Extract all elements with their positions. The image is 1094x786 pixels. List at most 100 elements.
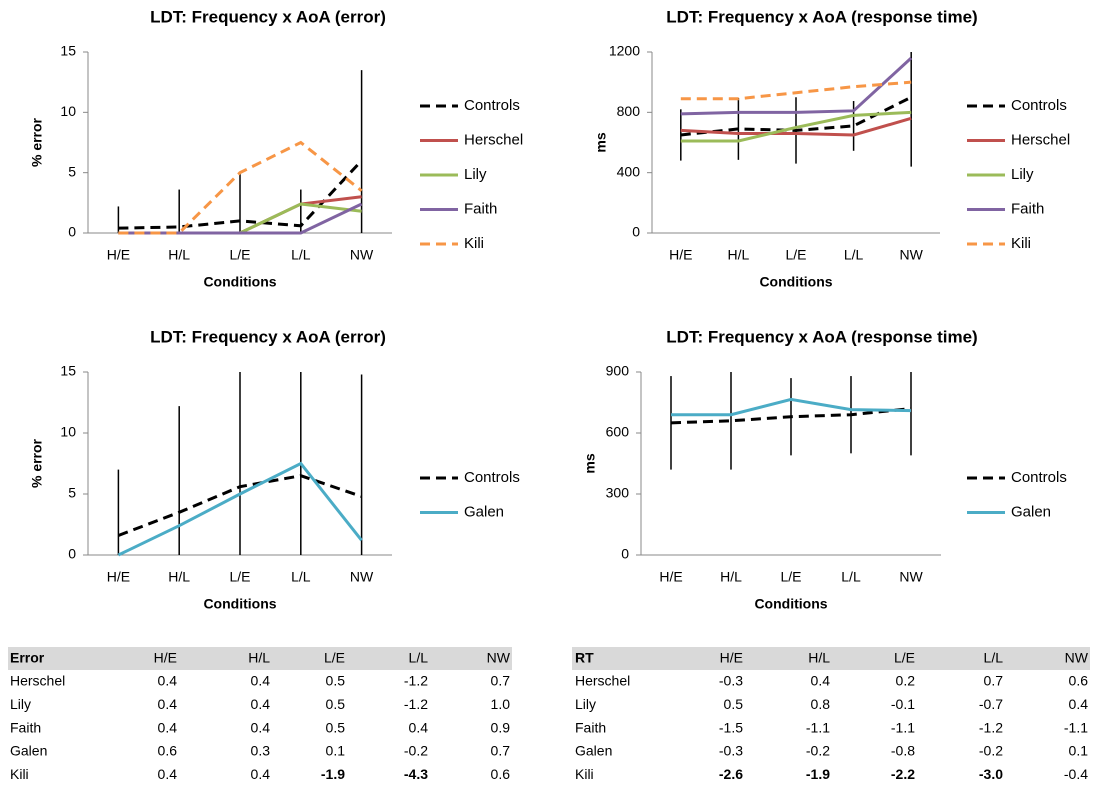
y-tick-label: 10 (60, 424, 76, 440)
table-cell: Faith (575, 719, 606, 735)
legend-label: Controls (1011, 97, 1067, 114)
y-tick-label: 15 (60, 363, 76, 379)
table-cell: Lily (10, 696, 31, 712)
x-axis-label: Conditions (203, 596, 276, 612)
table-header-bg (8, 647, 512, 670)
series-line (117, 461, 363, 557)
table-cell: 1.0 (491, 696, 511, 712)
x-tick-label: L/E (229, 247, 250, 263)
table-cell: 0.7 (491, 673, 511, 689)
table-cell: -0.3 (719, 673, 743, 689)
table-cell: -1.9 (321, 766, 345, 782)
x-tick-label: H/E (107, 569, 130, 585)
chart: LDT: Frequency x AoA (response time) Cond… (593, 7, 1070, 289)
legend-label: Controls (464, 97, 520, 114)
table-cell: Kili (575, 766, 594, 782)
table-cell: H/L (808, 650, 830, 666)
y-tick-label: 5 (68, 163, 76, 179)
table-cell: Herschel (10, 673, 65, 689)
table-cell: 0.4 (251, 719, 271, 735)
table-cell: -0.7 (979, 696, 1003, 712)
table-cell: RT (575, 650, 594, 666)
x-tick-label: L/L (291, 247, 311, 263)
series-line (118, 140, 363, 235)
legend-label: Herschel (464, 131, 523, 148)
y-tick-label: 900 (606, 363, 630, 379)
table-cell: -0.8 (891, 743, 915, 759)
table-cell: L/E (324, 650, 345, 666)
table-cell: -1.2 (979, 719, 1003, 735)
y-tick-label: 5 (68, 485, 76, 501)
legend-label: Faith (464, 200, 497, 217)
series-line (680, 116, 912, 137)
table-cell: Faith (10, 719, 41, 735)
table-cell: NW (1065, 650, 1089, 666)
legend-label: Faith (1011, 200, 1044, 217)
series-line (680, 80, 912, 101)
table-cell: 0.6 (1069, 673, 1089, 689)
table-cell: -3.0 (979, 766, 1003, 782)
table-cell: L/L (409, 650, 429, 666)
table-cell: -1.5 (719, 719, 743, 735)
y-tick-label: 600 (606, 424, 630, 440)
table-cell: Herschel (575, 673, 630, 689)
x-axis-label: Conditions (203, 274, 276, 290)
table-cell: -0.1 (891, 696, 915, 712)
table-cell: L/E (894, 650, 915, 666)
y-tick-label: 0 (632, 224, 640, 240)
x-tick-label: L/E (780, 569, 801, 585)
table-cell: 0.4 (811, 673, 831, 689)
x-tick-label: H/E (107, 247, 130, 263)
table-cell: Galen (10, 743, 47, 759)
legend-label: Kili (464, 235, 484, 252)
table-cell: 0.4 (251, 673, 271, 689)
table-header-bg (572, 647, 1090, 670)
table-cell: -0.4 (1064, 766, 1088, 782)
table-cell: -1.2 (404, 696, 428, 712)
table-cell: 0.6 (158, 743, 178, 759)
y-axis-label: % error (29, 117, 45, 167)
table-cell: Kili (10, 766, 29, 782)
series-line (680, 95, 912, 137)
x-tick-label: H/E (669, 247, 692, 263)
table-cell: 0.4 (158, 719, 178, 735)
legend-label: Kili (1011, 235, 1031, 252)
x-tick-label: H/L (720, 569, 742, 585)
table-cell: 0.4 (158, 766, 178, 782)
table-cell: -0.2 (979, 743, 1003, 759)
table-cell: L/L (984, 650, 1004, 666)
table-cell: -1.1 (806, 719, 830, 735)
table-cell: -1.9 (806, 766, 830, 782)
x-tick-label: H/E (659, 569, 682, 585)
y-tick-label: 0 (68, 546, 76, 562)
series-line (680, 56, 913, 116)
table-cell: -0.3 (719, 743, 743, 759)
table-cell: 0.1 (326, 743, 346, 759)
table-cell: NW (487, 650, 511, 666)
series-line (680, 110, 912, 143)
x-tick-label: H/L (168, 569, 190, 585)
table-cell: 0.4 (1069, 696, 1089, 712)
x-tick-label: L/L (291, 569, 311, 585)
y-tick-label: 0 (621, 546, 629, 562)
table-cell: Error (10, 650, 45, 666)
y-tick-label: 1200 (609, 43, 640, 59)
y-axis-label: ms (593, 132, 609, 152)
x-tick-label: NW (350, 569, 374, 585)
x-tick-label: NW (350, 247, 374, 263)
table-cell: 0.3 (251, 743, 271, 759)
x-tick-label: H/L (728, 247, 750, 263)
legend-label: Galen (464, 503, 504, 520)
x-axis-label: Conditions (759, 274, 832, 290)
table-cell: 0.5 (326, 673, 346, 689)
y-tick-label: 300 (606, 485, 630, 501)
legend-label: Controls (464, 469, 520, 486)
table-cell: 0.6 (491, 766, 511, 782)
chart-title: LDT: Frequency x AoA (error) (150, 327, 386, 346)
x-axis-label: Conditions (754, 596, 827, 612)
legend-label: Galen (1011, 503, 1051, 520)
y-tick-label: 0 (68, 224, 76, 240)
chart-title: LDT: Frequency x AoA (error) (150, 7, 386, 26)
chart: LDT: Frequency x AoA (error) Conditions % … (29, 327, 520, 611)
